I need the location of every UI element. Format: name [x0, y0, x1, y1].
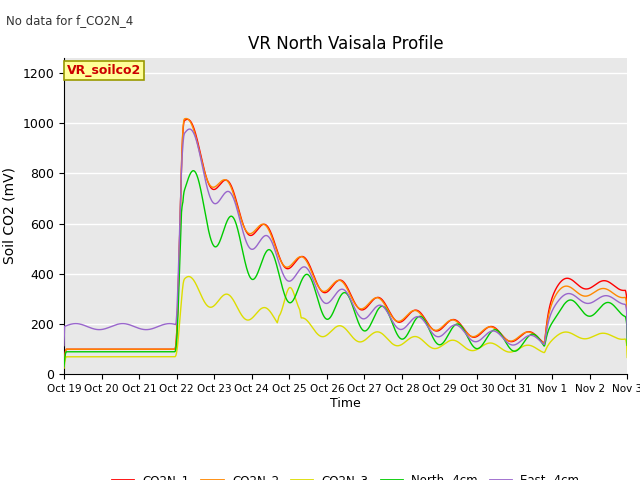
Title: VR North Vaisala Profile: VR North Vaisala Profile [248, 35, 444, 53]
Y-axis label: Soil CO2 (mV): Soil CO2 (mV) [3, 168, 17, 264]
X-axis label: Time: Time [330, 397, 361, 410]
Legend: CO2N_1, CO2N_2, CO2N_3, North -4cm, East -4cm: CO2N_1, CO2N_2, CO2N_3, North -4cm, East… [107, 469, 584, 480]
Text: VR_soilco2: VR_soilco2 [67, 64, 141, 77]
Text: No data for f_CO2N_4: No data for f_CO2N_4 [6, 14, 134, 27]
